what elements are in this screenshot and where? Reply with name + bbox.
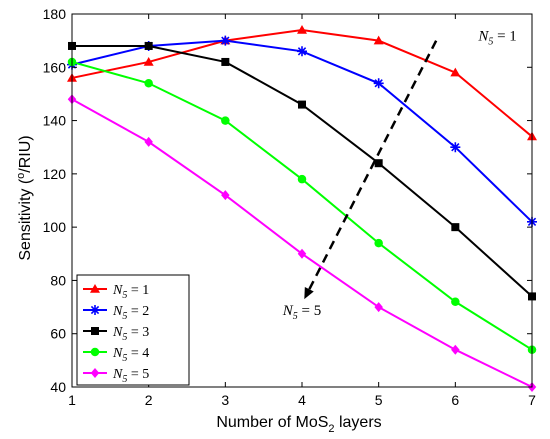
dashed-arrow-head [304, 287, 314, 300]
legend-marker-4 [90, 347, 100, 357]
legend-entry-1: N5 = 1 [83, 283, 149, 301]
data-point-s5-4 [297, 248, 307, 259]
data-point-s2-4 [297, 46, 307, 57]
data-point-s4-5 [374, 238, 383, 248]
data-point-s1-5 [373, 35, 384, 45]
data-point-s1-6 [450, 67, 461, 77]
data-point-s2-5 [373, 78, 384, 89]
data-point-s4-4 [297, 174, 307, 184]
data-point-s5-2 [144, 136, 153, 147]
legend-entry-3: N5 = 3 [83, 325, 149, 343]
annotation-arrow-layer [304, 40, 438, 300]
data-point-s4-2 [144, 79, 153, 88]
annotation-label-1: N5 = 1 [477, 29, 516, 48]
axes-layer: 1 2 3 4 5 6 7 40 60 80 100 120 140 160 180 [43, 6, 536, 408]
legend-marker-5 [90, 368, 100, 378]
legend: N5 = 1 N5 = 2 N5 = 3 N5 = 4 N5 = 5 [76, 274, 190, 386]
legend-marker-3 [91, 327, 99, 335]
x-axis-title: Number of MoS2 layers [216, 414, 381, 435]
x-tick-label-2: 2 [145, 392, 153, 408]
y-tick-label-3: 80 [50, 272, 66, 288]
y-tick-label-4: 100 [43, 219, 67, 235]
x-tick-label-5: 5 [375, 392, 383, 408]
legend-entry-5: N5 = 5 [83, 367, 149, 385]
y-tick-label-5: 120 [43, 166, 67, 182]
data-point-s2-6 [450, 142, 461, 153]
legend-entry-2: N5 = 2 [83, 304, 149, 322]
data-point-s2-3 [220, 35, 231, 46]
data-point-s5-5 [374, 302, 383, 313]
data-point-s1-4 [297, 24, 307, 34]
legend-label-5: N5 = 5 [112, 367, 149, 385]
annotation-label-2: N5 = 5 [282, 303, 321, 322]
legend-label-2: N5 = 2 [112, 304, 149, 322]
data-point-s3-4 [298, 100, 306, 109]
dashed-arrow-line [308, 40, 438, 290]
data-point-s3-5 [374, 159, 383, 168]
legend-label-4: N5 = 4 [112, 346, 149, 364]
legend-entry-4: N5 = 4 [83, 346, 149, 364]
legend-marker-2 [90, 305, 100, 315]
data-point-s5-6 [451, 344, 460, 355]
y-tick-label-7: 160 [43, 59, 67, 75]
legend-label-3: N5 = 3 [112, 325, 149, 343]
legend-marker-1 [90, 284, 100, 293]
y-axis-title: Sensitivity (o/RIU) [15, 135, 34, 260]
series-5 [67, 94, 537, 392]
data-point-s5-3 [221, 190, 230, 201]
y-tick-label-6: 140 [43, 113, 67, 129]
data-point-s3-2 [144, 41, 153, 50]
data-point-s4-6 [451, 297, 460, 306]
series-4 [67, 57, 537, 354]
x-tick-label-4: 4 [298, 392, 306, 408]
y-tick-label-2: 60 [50, 326, 66, 342]
x-tick-label-6: 6 [451, 392, 459, 408]
annotation-layer: N5 = 1 N5 = 5 [282, 29, 517, 322]
x-tick-label-3: 3 [221, 392, 229, 408]
x-tick-label-7: 7 [528, 392, 536, 408]
y-tick-label-8: 180 [43, 6, 67, 22]
data-point-s3-6 [451, 223, 460, 232]
y-tick-label-1: 40 [50, 379, 66, 395]
legend-label-1: N5 = 1 [112, 283, 149, 301]
data-point-s4-3 [221, 116, 230, 125]
x-tick-label-1: 1 [68, 392, 76, 408]
data-point-s3-3 [221, 57, 230, 66]
data-point-s1-2 [143, 56, 154, 66]
